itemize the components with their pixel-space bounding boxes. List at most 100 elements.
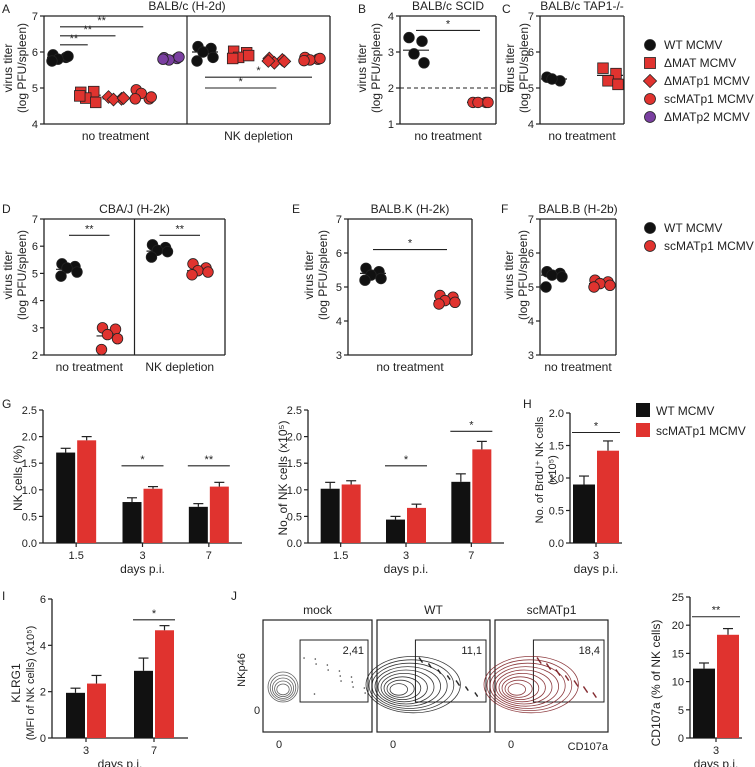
- y-tick-label: 5: [32, 268, 38, 280]
- y-tick-label: 1.0: [287, 485, 302, 497]
- legend-label: ΔMATp2 MCMV: [664, 110, 750, 124]
- y-tick-label: 1: [388, 119, 394, 131]
- y-tick-label: 3: [388, 47, 394, 59]
- data-point-circle: [416, 35, 428, 47]
- y-tick-label: 0: [678, 733, 684, 745]
- data-point-circle: [197, 46, 209, 58]
- legend-item: ΔMATp2 MCMV: [644, 110, 750, 124]
- data-point-circle: [129, 93, 141, 105]
- y-axis-label: virus titer: [1, 44, 15, 93]
- x-tick-label: 3: [83, 745, 89, 757]
- x-tick-label: 7: [151, 745, 157, 757]
- flow-contour: [371, 662, 448, 709]
- y-tick-label: 6: [336, 248, 342, 260]
- chart-G2: 0.0 0.5 1.0 1.5 2.0 2.5 1.5 3 7 * * days p.i.: [287, 405, 504, 576]
- data-point-circle: [55, 270, 67, 282]
- flow-axis-zero: 0: [254, 705, 260, 717]
- bar: [573, 484, 595, 543]
- flow-contour: [483, 655, 579, 714]
- significance-label: *: [404, 454, 409, 466]
- y-tick-label: 4: [528, 316, 534, 328]
- data-point-circle: [145, 91, 157, 103]
- data-point-circle: [71, 266, 83, 278]
- flow-contour: [498, 672, 546, 703]
- bar: [472, 449, 492, 543]
- bar: [597, 450, 619, 543]
- data-point-square: [74, 90, 86, 102]
- y-tick-label: 7: [32, 214, 38, 226]
- legend-item: scMATp1 MCMV: [644, 92, 754, 106]
- y-tick-label: 0.5: [549, 506, 564, 518]
- chart-I: 0 2 4 6 3 7 * days p.i.: [40, 594, 188, 767]
- data-point-circle: [546, 73, 558, 85]
- flow-contour: [504, 679, 533, 698]
- chart-title: BALB/c SCID: [412, 0, 484, 13]
- section-label: no treatment: [414, 129, 482, 143]
- flow-contour: [271, 677, 294, 699]
- flow-event: [595, 696, 597, 698]
- flow-plot: WT 11,1 0: [365, 603, 491, 751]
- y-axis-label: (log PFU/spleen): [15, 23, 29, 113]
- y-tick-label: 0.5: [287, 511, 302, 523]
- data-point-circle: [540, 281, 552, 293]
- data-point-circle: [644, 240, 656, 252]
- chart-F: 3 4 5 6 7 BALB.B (H-2b) no treatment: [528, 202, 618, 374]
- y-tick-label: 4: [528, 119, 534, 131]
- data-point-diamond: [116, 91, 131, 106]
- data-point-circle: [191, 55, 203, 67]
- flow-contour: [492, 666, 559, 707]
- chart-H: 0.0 0.5 1.0 1.5 2.0 3 * days p.i.: [549, 408, 622, 576]
- y-tick-label: 6: [528, 248, 534, 260]
- y-tick-label: 5: [678, 705, 684, 717]
- data-point-circle: [95, 343, 108, 356]
- panel-letter: B: [358, 2, 366, 16]
- data-point-circle: [375, 272, 387, 285]
- flow-event: [363, 687, 366, 689]
- data-point-diamond: [277, 54, 292, 69]
- legend-swatch: [636, 403, 650, 417]
- y-tick-label: 2.5: [22, 405, 37, 417]
- bar: [134, 670, 153, 738]
- data-point-circle: [157, 53, 169, 65]
- flow-axis-zero: 0: [508, 739, 514, 751]
- data-point-circle: [101, 328, 114, 341]
- chart-title: BALB/c (H-2d): [148, 0, 225, 13]
- data-point-circle: [161, 245, 174, 258]
- data-point-circle: [408, 48, 420, 60]
- data-point-square: [612, 78, 624, 91]
- x-axis-label: CD107a: [568, 741, 609, 753]
- chart-C: 4 5 6 7 BALB/c TAP1-/- no treatment: [528, 0, 625, 143]
- panel-letter: G: [2, 397, 11, 411]
- bar: [66, 692, 85, 738]
- legend-label: WT MCMV: [664, 221, 722, 235]
- y-axis-label: virus titer: [503, 44, 517, 93]
- y-axis-label: (MFI of NK cells) (x10⁵): [25, 626, 37, 741]
- y-tick-label: 4: [388, 11, 394, 23]
- data-point-circle: [186, 269, 198, 281]
- y-tick-label: 3: [336, 350, 342, 362]
- data-point-circle: [46, 55, 58, 67]
- y-tick-label: 3: [528, 350, 534, 362]
- y-tick-label: 6: [32, 241, 38, 253]
- x-axis-label: days p.i.: [120, 562, 165, 576]
- y-tick-label: 5: [32, 83, 38, 95]
- gate-value: 11,1: [461, 645, 482, 657]
- data-point-circle: [644, 39, 656, 51]
- y-tick-label: 7: [528, 11, 534, 23]
- x-tick-label: 1.5: [69, 550, 84, 562]
- data-point-circle: [173, 51, 185, 63]
- y-axis-label: virus titer: [1, 251, 15, 300]
- flow-event: [567, 679, 570, 681]
- y-tick-label: 5: [528, 282, 534, 294]
- y-tick-label: 5: [528, 83, 534, 95]
- y-axis-label: KLRG1: [9, 663, 23, 703]
- data-point-circle: [644, 222, 656, 234]
- significance-label: *: [152, 608, 157, 620]
- flow-event: [476, 695, 479, 697]
- y-tick-label: 2: [40, 687, 46, 699]
- chart-title: BALB/c TAP1-/-: [540, 0, 624, 13]
- bar: [693, 668, 715, 738]
- y-tick-label: 6: [528, 47, 534, 59]
- legend-label: scMATp1 MCMV: [664, 92, 754, 106]
